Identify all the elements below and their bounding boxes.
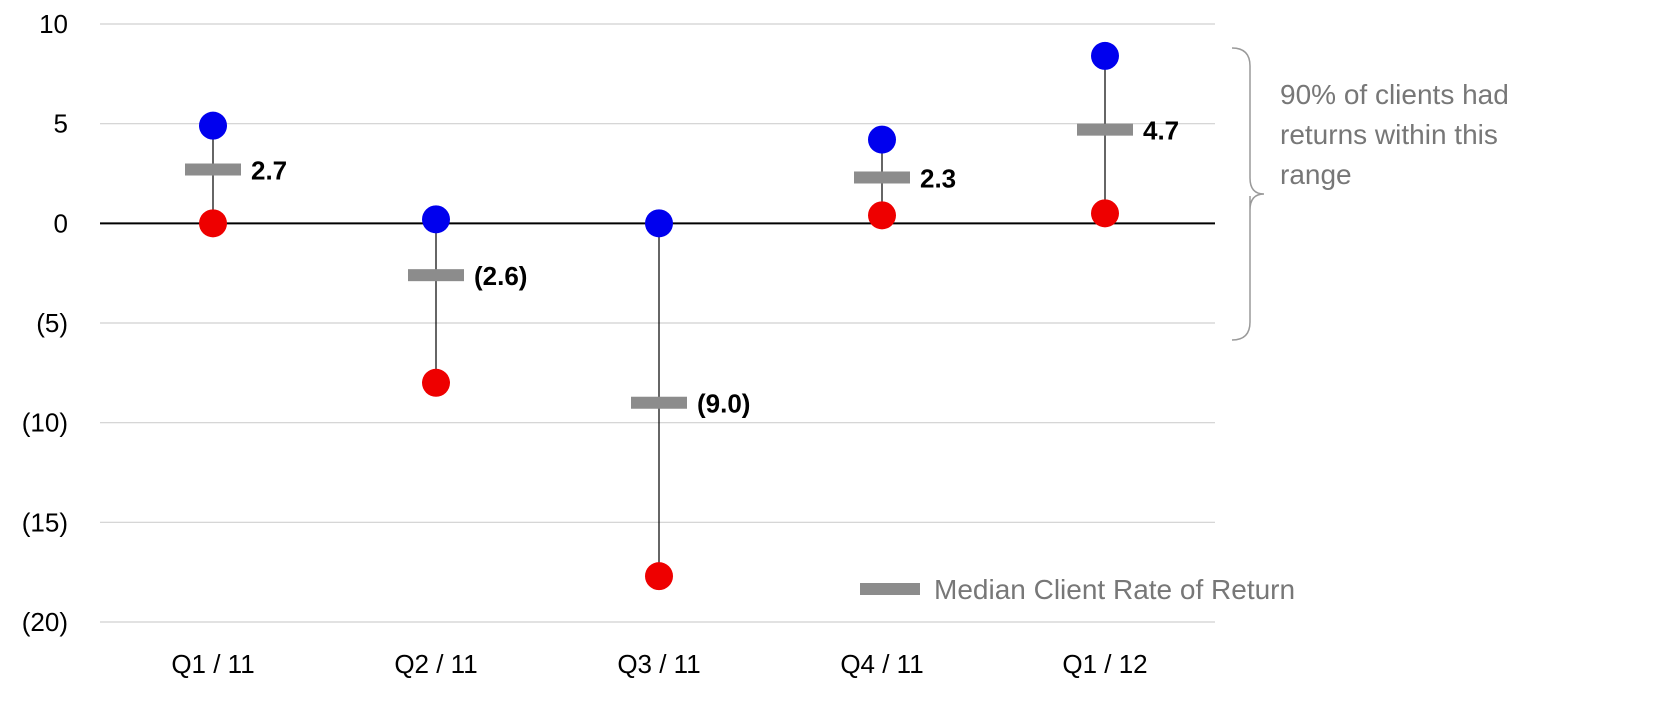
x-axis-ticks: Q1 / 11 Q2 / 11 Q3 / 11 Q4 / 11 Q1 / 12	[171, 649, 1147, 679]
annotation-line-2: returns within this	[1280, 119, 1498, 150]
y-tick-label: 5	[54, 109, 68, 139]
median-data-label: 2.7	[251, 156, 287, 186]
y-tick-label: (10)	[22, 408, 68, 438]
x-tick-label: Q1 / 12	[1062, 649, 1147, 679]
range-brace	[1231, 47, 1265, 341]
low-point	[422, 368, 450, 397]
median-data-labels: 2.7 (2.6) (9.0) 2.3 4.7	[251, 116, 1179, 419]
median-marker	[1077, 123, 1133, 136]
median-marker	[854, 171, 910, 184]
low-point	[1091, 199, 1119, 228]
median-marker	[185, 163, 241, 176]
y-tick-label: (5)	[36, 308, 68, 338]
y-tick-label: (20)	[22, 607, 68, 637]
y-tick-label: 10	[39, 9, 68, 39]
legend-median-swatch	[860, 583, 920, 595]
annotation-line-1: 90% of clients had	[1280, 79, 1509, 110]
annotation-line-3: range	[1280, 159, 1352, 190]
y-axis-ticks: 10 5 0 (5) (10) (15) (20)	[22, 9, 68, 637]
median-data-label: (9.0)	[697, 389, 750, 419]
y-tick-label: 0	[54, 208, 68, 238]
median-marker	[631, 396, 687, 409]
high-point	[422, 205, 450, 234]
median-marker	[408, 269, 464, 282]
legend-median-label: Median Client Rate of Return	[934, 574, 1295, 605]
x-tick-label: Q2 / 11	[394, 649, 477, 679]
gridlines	[100, 23, 1215, 623]
x-tick-label: Q4 / 11	[840, 649, 923, 679]
high-point	[645, 209, 673, 238]
range-marks	[185, 41, 1133, 591]
range-annotation: 90% of clients had returns within this r…	[1231, 47, 1509, 341]
x-tick-label: Q3 / 11	[617, 649, 700, 679]
low-point	[199, 209, 227, 238]
median-data-label: 4.7	[1143, 116, 1179, 146]
legend: Median Client Rate of Return	[860, 574, 1295, 605]
high-point	[868, 125, 896, 154]
high-point	[199, 111, 227, 140]
median-data-label: (2.6)	[474, 261, 527, 291]
range-stems	[212, 55, 1106, 577]
low-point	[868, 201, 896, 230]
low-point	[645, 562, 673, 591]
x-tick-label: Q1 / 11	[171, 649, 254, 679]
high-point	[1091, 41, 1119, 70]
median-data-label: 2.3	[920, 163, 956, 193]
y-tick-label: (15)	[22, 507, 68, 537]
